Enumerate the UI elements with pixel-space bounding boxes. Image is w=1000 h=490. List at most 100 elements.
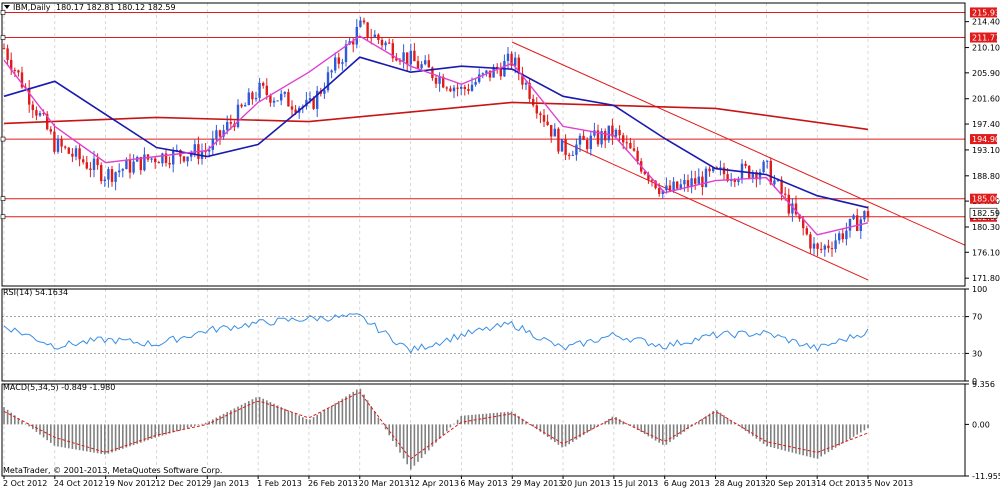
- macd-bar: [820, 424, 822, 457]
- candle-body: [460, 86, 463, 89]
- rsi-panel: [2, 313, 965, 354]
- candle-body: [398, 60, 402, 62]
- candle-body: [359, 20, 362, 27]
- candle-body: [92, 158, 96, 170]
- header[interactable]: IBM,Daily 180.17 182.81 180.12 182.59: [4, 3, 176, 12]
- macd-bar: [71, 424, 74, 449]
- macd-bar: [255, 397, 257, 425]
- candle-body: [283, 92, 286, 94]
- macd-panel: [3, 388, 869, 470]
- candle-body: [676, 181, 679, 189]
- macd-bar: [590, 424, 592, 431]
- level-label-185.00-bg: [970, 193, 997, 204]
- macd-bar: [280, 407, 282, 425]
- macd-bar: [136, 424, 138, 444]
- macd-bar: [827, 424, 830, 453]
- macd-bar: [518, 416, 520, 425]
- candle-body: [164, 153, 168, 163]
- candle-body: [647, 174, 650, 180]
- candle-body: [834, 240, 837, 250]
- copyright-text: MetaTrader, © 2001-2013, MetaQuotes Soft…: [3, 466, 222, 475]
- candle-body: [467, 88, 470, 91]
- ohlc-values: 180.17 182.81 180.12 182.59: [56, 3, 176, 12]
- macd-bar: [752, 424, 754, 437]
- macd-bar: [867, 424, 869, 429]
- macd-bar: [525, 421, 527, 425]
- macd-bar: [460, 415, 462, 425]
- macd-bar: [158, 424, 160, 437]
- macd-bar: [863, 424, 866, 431]
- candle-body: [154, 158, 157, 163]
- candle-body: [17, 70, 20, 73]
- candle-body: [542, 115, 546, 122]
- macd-bar: [3, 407, 5, 425]
- macd-bar: [467, 415, 470, 425]
- date-tick-label: 15 Jul 2013: [613, 479, 658, 488]
- candle-body: [258, 82, 261, 98]
- channel-lower-line[interactable]: [562, 141, 869, 281]
- macd-bar: [28, 424, 30, 427]
- macd-bar: [716, 410, 718, 425]
- candle-body: [604, 131, 607, 141]
- macd-bar: [75, 424, 77, 450]
- macd-bar: [698, 421, 700, 425]
- candle-body: [586, 140, 589, 150]
- candle-body: [568, 154, 571, 156]
- macd-bar: [647, 424, 650, 437]
- ma-fast-line: [3, 35, 869, 236]
- candle-body: [215, 130, 218, 139]
- macd-bar: [730, 420, 732, 425]
- candle-body: [276, 100, 279, 102]
- macd-bar: [766, 424, 768, 447]
- macd-bar: [629, 424, 632, 426]
- horizontal-levels[interactable]: [2, 11, 965, 218]
- candle-body: [132, 161, 135, 173]
- candle-body: [665, 185, 668, 191]
- macd-bar: [662, 424, 664, 445]
- candle-body: [82, 159, 85, 163]
- candle-body: [578, 135, 582, 145]
- grid: [3, 3, 869, 476]
- candle-body: [107, 169, 110, 180]
- price-tick-label: 180.30: [972, 223, 1000, 232]
- macd-bar: [176, 424, 178, 432]
- macd-bar: [154, 424, 156, 438]
- candle-body: [229, 122, 232, 124]
- candle-body: [71, 153, 74, 157]
- macd-bar: [572, 424, 574, 442]
- candle-body: [499, 69, 502, 77]
- candle-body: [452, 87, 456, 92]
- candle-body: [373, 34, 376, 38]
- channel-upper-line[interactable]: [512, 41, 966, 246]
- candle-body: [528, 82, 531, 99]
- macd-bar: [712, 410, 714, 425]
- macd-bar: [489, 413, 491, 425]
- candle-body: [355, 26, 358, 45]
- macd-bar: [665, 424, 668, 445]
- candle-body: [74, 148, 78, 157]
- candle-body: [427, 60, 430, 68]
- macd-bar: [381, 423, 383, 425]
- triangle-down-icon[interactable]: [4, 5, 10, 9]
- candle-body: [830, 248, 834, 250]
- macd-bar: [550, 424, 552, 440]
- candle-body: [420, 64, 423, 69]
- candle-body: [431, 67, 434, 79]
- macd-bar: [251, 399, 254, 425]
- candle-body: [712, 167, 715, 172]
- macd-bar: [658, 424, 660, 443]
- macd-bar: [622, 421, 624, 425]
- macd-bar: [201, 423, 203, 425]
- candle-body: [470, 84, 474, 91]
- macd-bar: [64, 424, 66, 448]
- candle-body: [334, 57, 337, 71]
- macd-bar: [770, 424, 772, 448]
- date-tick-label: 6 Aug 2013: [664, 479, 710, 488]
- trend-channel[interactable]: [512, 41, 966, 281]
- macd-bar: [237, 406, 239, 425]
- macd-bar: [611, 416, 614, 425]
- macd-bar: [222, 413, 225, 425]
- macd-bar: [107, 424, 110, 454]
- macd-bar: [831, 424, 833, 450]
